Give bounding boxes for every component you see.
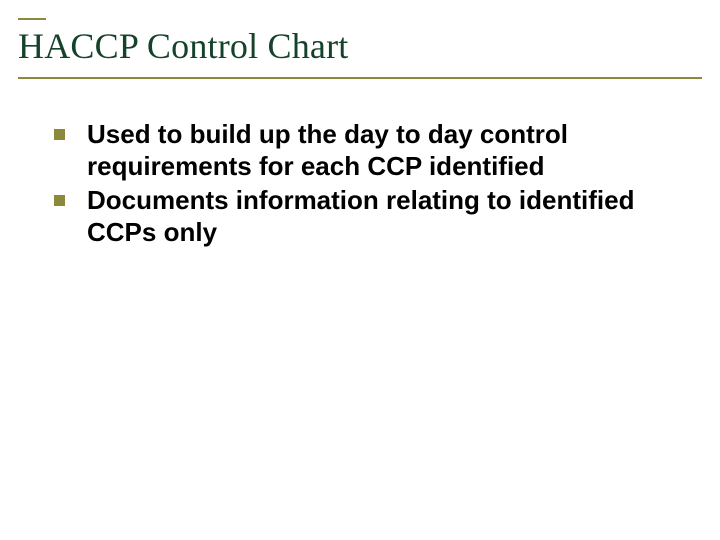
square-bullet-icon [54,195,65,206]
bullet-text: Used to build up the day to day control … [87,119,666,182]
bullet-text: Documents information relating to identi… [87,185,666,248]
page-title: HACCP Control Chart [18,20,702,77]
body: Used to build up the day to day control … [18,79,702,248]
title-block: HACCP Control Chart [18,12,702,79]
title-rule-bottom [18,77,702,79]
square-bullet-icon [54,129,65,140]
bullet-list: Used to build up the day to day control … [54,119,666,248]
list-item: Documents information relating to identi… [54,185,666,248]
list-item: Used to build up the day to day control … [54,119,666,182]
slide: HACCP Control Chart Used to build up the… [0,0,720,540]
